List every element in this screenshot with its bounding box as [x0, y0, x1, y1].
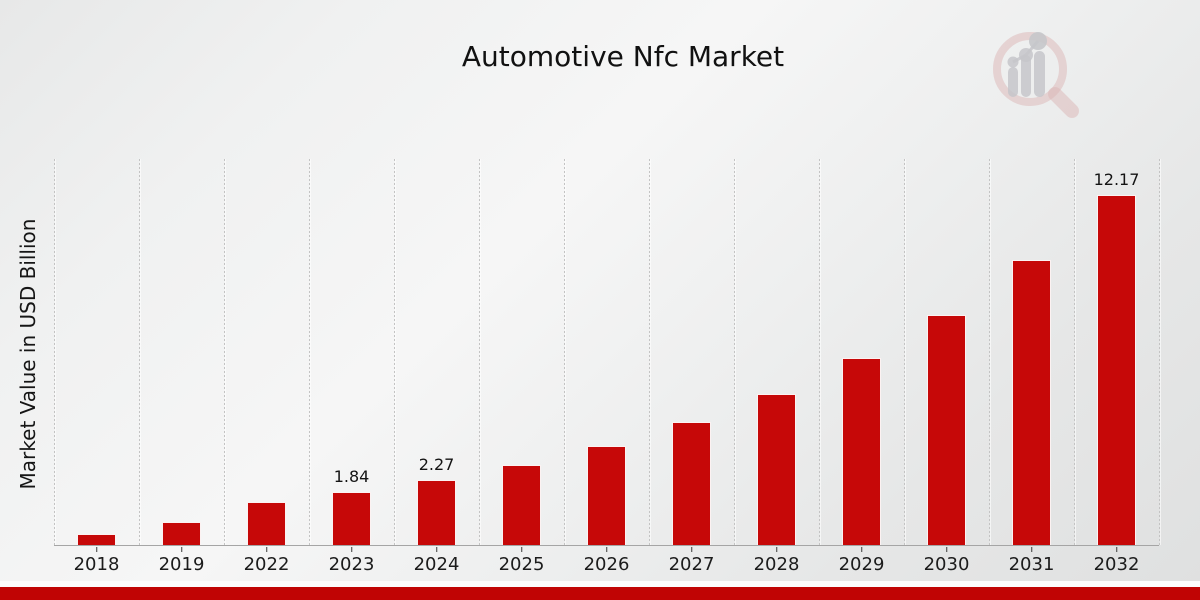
x-axis-label-2028: 2028 [753, 554, 800, 575]
gridline [394, 159, 395, 545]
bar-2022 [247, 502, 286, 545]
x-axis-tick [690, 546, 693, 552]
gridline [1074, 159, 1075, 545]
bar-value-label-2024: 2.27 [418, 454, 455, 474]
x-axis-label-2026: 2026 [583, 554, 630, 575]
x-axis-label-2018: 2018 [73, 554, 120, 575]
bar-2026 [587, 445, 626, 545]
gridline [564, 159, 565, 545]
gridline [819, 159, 820, 545]
x-axis-label-2030: 2030 [923, 554, 970, 575]
x-axis-label-2031: 2031 [1008, 554, 1055, 575]
gridline [989, 159, 990, 545]
x-axis-tick [1115, 546, 1118, 552]
x-axis-label-2024: 2024 [413, 554, 460, 575]
x-axis-tick [350, 546, 353, 552]
chart-title: Automotive Nfc Market [461, 40, 785, 73]
bar-2028 [757, 393, 796, 545]
x-axis-tick [605, 546, 608, 552]
x-axis-label-2023: 2023 [328, 554, 375, 575]
x-axis-tick [95, 546, 98, 552]
footer-divider [0, 581, 1200, 587]
bar-2030 [927, 314, 966, 545]
bar-value-label-2032: 12.17 [1093, 170, 1140, 189]
x-axis-label-2025: 2025 [498, 554, 545, 575]
bar-2029 [842, 357, 881, 545]
gridline [139, 159, 140, 545]
gridline [309, 159, 310, 545]
x-axis-label-2022: 2022 [243, 554, 290, 575]
x-axis-tick [520, 546, 523, 552]
bar-2032 [1097, 195, 1136, 545]
x-axis-tick [945, 546, 948, 552]
bar-2027 [672, 422, 711, 545]
logo-bar-3 [1034, 51, 1045, 97]
bar-2019 [162, 522, 201, 545]
gridline [224, 159, 225, 545]
x-axis-tick [775, 546, 778, 552]
logo-bar-1 [1008, 67, 1018, 97]
x-axis-tick [1030, 546, 1033, 552]
logo-dot-3 [1029, 32, 1047, 50]
gridline [649, 159, 650, 545]
logo-dot-1 [1007, 56, 1019, 68]
gridline [1159, 159, 1160, 545]
gridline [54, 159, 55, 545]
x-axis-tick [435, 546, 438, 552]
magnifier-ring [993, 32, 1067, 106]
magnifier-bar-chart-logo-icon [993, 32, 1079, 118]
x-axis-label-2027: 2027 [668, 554, 715, 575]
x-axis-tick [860, 546, 863, 552]
x-axis-tick [180, 546, 183, 552]
x-axis-label-2019: 2019 [158, 554, 205, 575]
logo-bar-2 [1021, 55, 1031, 97]
bar-value-label-2023: 1.84 [333, 467, 370, 487]
x-axis-label-2029: 2029 [838, 554, 885, 575]
y-axis-title: Market Value in USD Billion [16, 218, 40, 490]
bar-2024 [417, 479, 456, 545]
bar-2031 [1012, 259, 1051, 545]
bar-2023 [332, 492, 371, 545]
bar-2025 [502, 464, 541, 545]
magnifier-handle [1048, 87, 1079, 118]
x-axis-label-2032: 2032 [1093, 554, 1140, 575]
gridline [904, 159, 905, 545]
footer-accent-bar [0, 587, 1200, 600]
gridline [479, 159, 480, 545]
bar-2018 [77, 534, 116, 545]
x-axis-tick [265, 546, 268, 552]
gridline [734, 159, 735, 545]
logo-dot-2 [1019, 48, 1033, 62]
plot-area: 2018 2019 2022 1.84 2023 2.27 2024 2025 2026 2027… [54, 158, 1160, 575]
